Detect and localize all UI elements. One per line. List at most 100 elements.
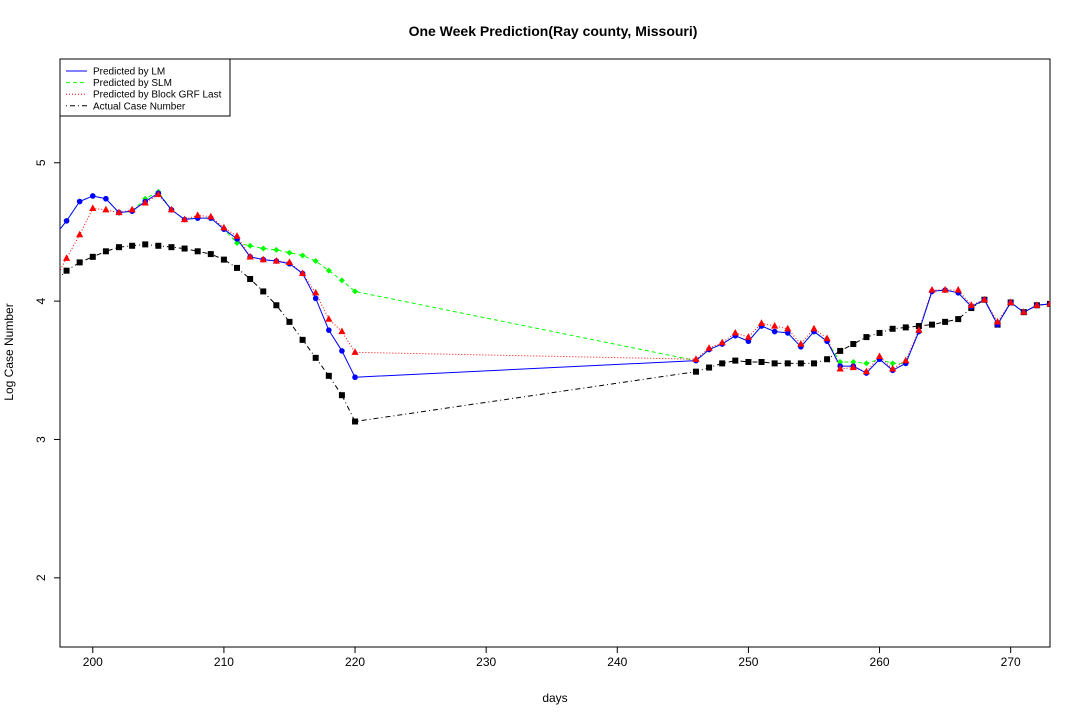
x-tick-label: 240	[607, 655, 627, 669]
data-point-series-2	[1007, 298, 1015, 306]
data-point-series-0	[89, 193, 96, 199]
data-point-series-2	[889, 364, 897, 372]
data-point-series-0	[51, 235, 57, 241]
data-point-series-3	[719, 360, 726, 367]
data-point-series-2	[351, 348, 359, 355]
data-point-series-2	[141, 198, 149, 206]
data-point-series-3	[928, 321, 935, 328]
data-point-series-2	[915, 326, 923, 333]
data-point-series-3	[784, 360, 791, 367]
data-point-series-3	[850, 341, 857, 348]
data-point-series-2	[744, 333, 753, 340]
data-point-series-2	[941, 286, 949, 293]
x-tick-label: 260	[870, 655, 890, 669]
data-point-series-2	[797, 340, 805, 347]
x-tick-label: 250	[738, 655, 758, 669]
data-point-series-2	[246, 252, 254, 260]
data-point-series-2	[731, 328, 739, 336]
legend-box	[59, 58, 231, 117]
data-point-series-1	[325, 267, 332, 274]
data-point-series-2	[312, 288, 320, 296]
data-point-series-3	[942, 318, 949, 325]
series-line-2	[60, 193, 1050, 373]
plot-area	[50, 188, 1050, 425]
data-point-series-2	[167, 205, 176, 213]
data-point-series-2	[771, 322, 779, 329]
series-lines	[60, 191, 1050, 423]
data-point-series-3	[706, 364, 713, 371]
data-point-series-1	[889, 360, 896, 367]
data-point-series-2	[993, 317, 1002, 325]
data-point-series-3	[286, 318, 293, 325]
data-point-series-2	[76, 230, 84, 238]
data-point-series-2	[338, 327, 346, 335]
data-point-series-2	[102, 205, 110, 213]
data-point-series-3	[194, 248, 201, 255]
y-tick-label: 2	[34, 574, 48, 581]
legend-label: Predicted by LM	[93, 67, 165, 78]
x-tick-label: 270	[1001, 655, 1021, 669]
x-axis: 200 210 220 230 240 250 260 270	[83, 647, 1021, 669]
data-point-series-2	[862, 367, 871, 375]
plot-frame	[59, 58, 1051, 648]
data-point-series-2	[810, 324, 818, 332]
data-point-series-2	[259, 255, 267, 263]
data-point-series-3	[902, 324, 909, 331]
data-point-series-2	[1046, 299, 1050, 307]
data-point-series-3	[771, 360, 778, 367]
data-point-series-2	[1020, 308, 1028, 315]
data-point-series-3	[168, 244, 175, 251]
data-point-series-3	[863, 334, 870, 341]
chart-title: One Week Prediction(Ray county, Missouri…	[409, 23, 698, 39]
data-point-series-3	[260, 288, 267, 295]
data-point-series-2	[705, 344, 713, 351]
data-point-series-0	[745, 338, 752, 345]
data-point-series-3	[312, 354, 319, 361]
data-point-series-2	[849, 363, 857, 371]
data-point-series-1	[260, 245, 267, 252]
legend-label: Predicted by SLM	[93, 78, 172, 89]
x-tick-label: 210	[214, 655, 234, 669]
y-axis: 2 3 4 5	[34, 159, 60, 581]
x-tick-label: 220	[345, 655, 365, 669]
data-point-series-1	[247, 242, 254, 249]
data-point-series-2	[1033, 301, 1041, 308]
x-axis-label: days	[542, 691, 567, 705]
data-point-series-2	[62, 254, 71, 261]
data-point-series-2	[928, 286, 936, 293]
data-point-series-2	[718, 338, 726, 346]
data-point-series-2	[298, 269, 307, 277]
data-point-series-1	[850, 358, 857, 365]
data-point-series-2	[902, 356, 910, 364]
data-point-series-3	[142, 241, 149, 248]
data-point-series-3	[234, 264, 241, 271]
legend-label: Predicted by Block GRF Last	[93, 90, 222, 101]
data-point-series-3	[207, 251, 214, 258]
data-point-series-0	[784, 330, 791, 336]
data-point-series-2	[128, 205, 136, 213]
data-point-series-1	[312, 257, 319, 264]
data-point-series-2	[220, 223, 228, 231]
data-point-series-3	[116, 244, 123, 251]
data-point-series-3	[129, 242, 136, 249]
data-point-series-2	[757, 319, 766, 326]
y-tick-label: 3	[34, 436, 48, 443]
data-point-series-1	[837, 358, 844, 365]
data-point-series-3	[810, 360, 817, 367]
data-point-series-0	[326, 327, 332, 333]
data-point-series-3	[325, 372, 332, 379]
series-line-0	[60, 192, 1050, 378]
data-point-series-2	[50, 279, 57, 286]
data-point-series-3	[102, 248, 109, 255]
data-point-series-1	[273, 246, 280, 253]
series-line-1	[60, 191, 1050, 364]
data-point-series-2	[875, 352, 884, 360]
series-line-3	[60, 243, 1050, 423]
data-point-series-2	[784, 324, 792, 332]
data-point-series-2	[836, 364, 844, 372]
data-point-series-3	[181, 245, 188, 252]
data-point-series-3	[155, 242, 162, 249]
legend-label: Actual Case Number	[93, 101, 186, 112]
